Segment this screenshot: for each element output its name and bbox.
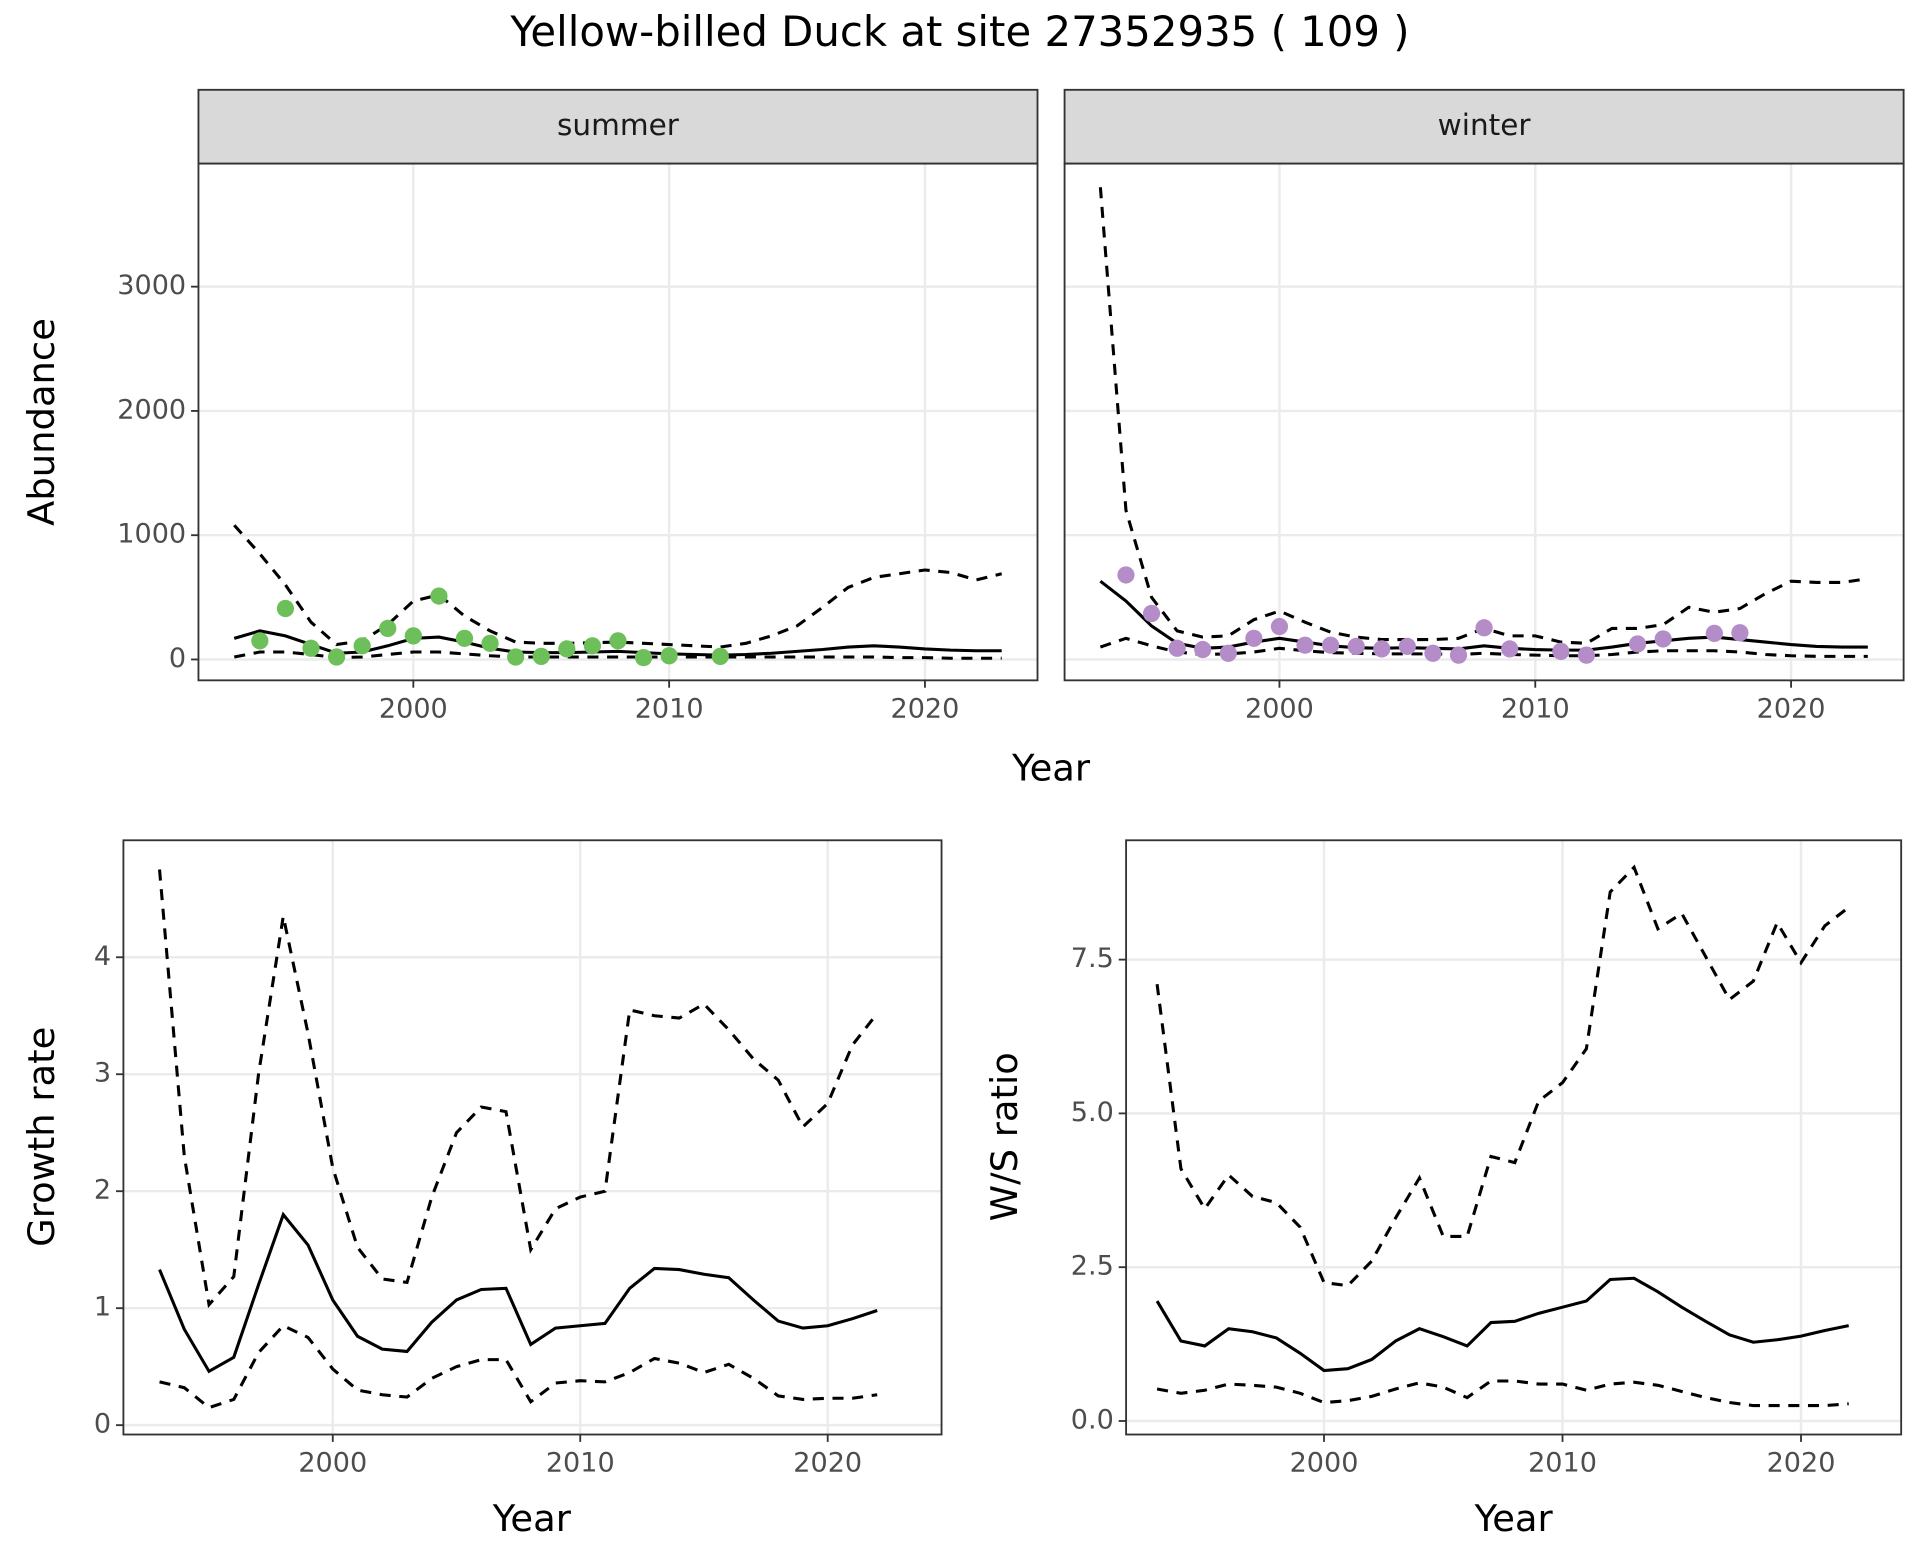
- lower-line: [233, 650, 1002, 660]
- y-tick-label: 1000: [117, 519, 186, 550]
- observation-point: [302, 639, 320, 657]
- observation-point: [1168, 639, 1186, 657]
- x-axis-title: Year: [492, 1497, 572, 1540]
- upper-line: [1155, 864, 1850, 1288]
- x-tick-label: 2020: [891, 693, 960, 724]
- observation-point: [1475, 619, 1493, 637]
- x-tick-label: 2020: [1767, 1448, 1836, 1479]
- fit-line: [1155, 1276, 1850, 1373]
- y-axis-title: W/S ratio: [983, 1052, 1026, 1221]
- observation-point: [558, 640, 576, 658]
- fit-line: [158, 1211, 878, 1374]
- x-axis-title: Year: [1011, 747, 1091, 790]
- x-tick-label: 2000: [298, 1448, 367, 1479]
- observation-point: [379, 619, 397, 638]
- panel-background: [123, 840, 942, 1435]
- y-tick-label: 5.0: [1071, 1097, 1114, 1128]
- x-axis-title: Year: [1474, 1497, 1554, 1540]
- observation-point: [1270, 617, 1289, 636]
- y-axis-title: Abundance: [20, 318, 63, 526]
- strip-label: winter: [1438, 108, 1532, 142]
- x-tick-label: 2010: [1528, 1448, 1597, 1479]
- panel-background: [1064, 163, 1904, 681]
- observation-point: [251, 632, 269, 650]
- observation-point: [634, 648, 653, 667]
- y-tick-label: 0: [169, 643, 186, 674]
- lower-line: [159, 1323, 878, 1410]
- observation-point: [1194, 640, 1212, 659]
- observation-point: [711, 647, 729, 665]
- observation-point: [660, 647, 678, 665]
- observation-point: [1577, 646, 1596, 664]
- observation-point: [455, 629, 474, 647]
- observation-point: [1347, 637, 1365, 656]
- panel-border: [197, 162, 1039, 682]
- strip-label: summer: [557, 108, 680, 142]
- y-tick-label: 2000: [117, 394, 186, 425]
- x-tick-label: 2000: [1290, 1448, 1359, 1479]
- chart-title: Yellow-billed Duck at site 27352935 ( 10…: [509, 7, 1409, 56]
- observation-point: [1731, 624, 1749, 642]
- y-tick-label: 4: [94, 941, 111, 972]
- strip: [197, 88, 1039, 165]
- x-tick-label: 2020: [793, 1448, 862, 1479]
- observation-point: [353, 637, 371, 655]
- observation-point: [276, 599, 295, 618]
- observation-point: [430, 587, 448, 605]
- x-tick-label: 2010: [546, 1448, 615, 1479]
- observation-point: [532, 647, 550, 665]
- observation-point: [1142, 604, 1161, 623]
- y-tick-label: 3000: [117, 270, 186, 301]
- x-tick-label: 2020: [1757, 693, 1826, 724]
- observation-point: [1117, 566, 1135, 584]
- x-tick-label: 2000: [379, 693, 448, 724]
- observation-point: [507, 648, 525, 666]
- observation-point: [609, 632, 627, 650]
- y-tick-label: 0.0: [1071, 1404, 1114, 1435]
- observation-point: [1449, 646, 1468, 664]
- x-tick-label: 2010: [1501, 693, 1570, 724]
- observation-point: [1501, 640, 1519, 658]
- observation-point: [1552, 642, 1570, 661]
- lower-line: [1156, 1379, 1849, 1408]
- observation-point: [1219, 644, 1237, 662]
- observation-point: [327, 648, 346, 666]
- observation-point: [1398, 637, 1416, 656]
- observation-point: [1628, 635, 1647, 653]
- y-tick-label: 0: [94, 1409, 111, 1440]
- observation-point: [583, 637, 602, 655]
- panel-background: [1126, 840, 1902, 1435]
- x-tick-label: 2000: [1245, 693, 1314, 724]
- observation-point: [1424, 644, 1442, 662]
- observation-point: [481, 634, 499, 652]
- y-tick-label: 1: [94, 1292, 111, 1323]
- y-tick-label: 2.5: [1071, 1251, 1114, 1282]
- observation-point: [1322, 636, 1340, 654]
- y-tick-label: 2: [94, 1175, 111, 1206]
- y-axis-title: Growth rate: [20, 1027, 63, 1247]
- panel-border: [122, 839, 943, 1436]
- observation-point: [1373, 640, 1391, 658]
- y-tick-label: 7.5: [1071, 943, 1114, 974]
- panel-border: [1125, 839, 1903, 1436]
- panel-border: [1063, 162, 1905, 682]
- observation-point: [1654, 630, 1672, 648]
- panel-background: [198, 163, 1038, 681]
- observation-point: [1296, 636, 1314, 654]
- observation-point: [1245, 629, 1263, 647]
- upper-line: [158, 869, 879, 1309]
- observation-point: [1705, 624, 1723, 642]
- observation-point: [404, 627, 422, 645]
- y-tick-label: 3: [94, 1058, 111, 1089]
- x-tick-label: 2010: [635, 693, 704, 724]
